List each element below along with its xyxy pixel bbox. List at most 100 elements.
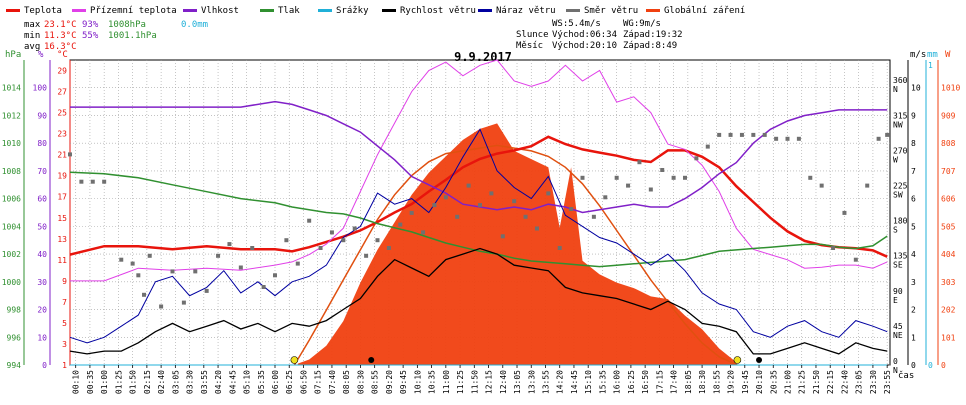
wind-tick-label: 4 — [911, 250, 916, 259]
x-tick-label: 16:00 — [613, 370, 622, 394]
wind-direction-point — [181, 300, 186, 305]
radiation-bands — [293, 123, 738, 366]
legend-swatch-rain — [318, 9, 332, 12]
radiation-tick-label: 808 — [941, 139, 956, 148]
wind-direction-point — [284, 238, 289, 243]
axis-ticks: 00:10 00:35 01:00 01:25 01:50 02:15 02:40 03:05… — [2, 61, 961, 394]
wind-direction-point — [238, 265, 243, 270]
wind-direction-point — [694, 156, 699, 161]
pressure-tick-label: 1012 — [2, 111, 21, 120]
wind-tick-label: 6 — [911, 195, 916, 204]
x-tick-label: 04:20 — [214, 370, 223, 394]
wind-direction-point — [546, 191, 551, 196]
wind-direction-point — [728, 132, 733, 137]
wind-speed-info: WS:5.4m/s — [552, 19, 601, 29]
x-tick-label: 23:30 — [869, 370, 878, 394]
temperature-tick-label: 3 — [62, 340, 67, 349]
x-tick-label: 18:05 — [684, 370, 693, 394]
temperature-tick-label: 7 — [62, 298, 67, 307]
wind-direction-point — [68, 152, 72, 157]
humidity-tick-label: 100 — [33, 84, 48, 93]
legend-swatch-temp — [6, 9, 20, 12]
wind-direction-point — [79, 179, 84, 184]
wind-direction-point — [318, 246, 323, 250]
stats-block: max 23.1°C 93% 1008hPa 0.0mm min 11.3°C … — [24, 20, 208, 52]
rain-axis-unit: mm — [927, 50, 938, 60]
direction-tick-label: 360 — [893, 76, 908, 85]
wind-direction-point — [865, 183, 870, 188]
wind-direction-point — [295, 261, 300, 266]
x-tick-label: 23:05 — [855, 370, 864, 394]
legend-swatch-pressure — [260, 9, 274, 12]
wind-direction-point — [227, 242, 232, 247]
temperature-tick-label: 15 — [57, 214, 67, 223]
direction-tick-label: 135 — [893, 252, 908, 261]
moon-marker — [368, 357, 375, 363]
wind-direction-point — [705, 144, 710, 149]
wind-direction-point — [614, 175, 619, 180]
wind-direction-point — [876, 136, 881, 141]
wind-direction-point — [216, 253, 221, 258]
wind-direction-point — [386, 246, 391, 250]
direction-compass-label: N — [893, 366, 898, 375]
x-tick-label: 03:05 — [171, 370, 180, 394]
wind-direction-point — [398, 222, 403, 227]
wind-direction-point — [130, 261, 135, 266]
series-vlhkost — [70, 100, 888, 214]
legend-swatch-direction — [566, 9, 580, 12]
x-tick-label: 18:30 — [698, 370, 707, 394]
wind-direction-point — [455, 214, 460, 219]
pressure-tick-label: 994 — [7, 361, 22, 370]
moon-marker — [756, 357, 763, 363]
pressure-tick-label: 1006 — [2, 195, 21, 204]
wind-direction-point — [466, 183, 471, 188]
humidity-tick-label: 50 — [37, 222, 47, 231]
wind-direction-point — [671, 175, 676, 180]
wind-direction-point — [421, 230, 426, 235]
direction-tick-label: 0 — [893, 357, 898, 366]
direction-compass-label: NE — [893, 331, 903, 340]
x-tick-label: 11:00 — [442, 370, 451, 394]
x-tick-label: 10:10 — [413, 370, 422, 394]
wind-direction-point — [739, 132, 744, 137]
rain-tick-label: 1 — [928, 61, 933, 70]
wind-direction-point — [352, 226, 357, 231]
humidity-axis-unit: % — [38, 50, 44, 60]
x-tick-label: 01:25 — [114, 370, 123, 394]
wind-axis-unit: m/s — [910, 50, 926, 60]
wind-direction-point — [193, 269, 198, 274]
wind-direction-point — [796, 136, 801, 141]
sun-label: Slunce — [516, 30, 549, 40]
wind-direction-point — [329, 230, 334, 235]
wind-direction-point — [489, 191, 494, 196]
direction-compass-label: W — [893, 155, 898, 164]
stat-min-label: min — [24, 31, 40, 41]
wind-direction-point — [853, 257, 858, 262]
x-tick-label: 07:15 — [314, 370, 323, 394]
temperature-tick-label: 29 — [57, 67, 67, 76]
radiation-tick-label: 303 — [941, 278, 956, 287]
legend-swatch-wind — [382, 9, 396, 12]
x-tick-label: 06:00 — [271, 370, 280, 394]
humidity-tick-label: 90 — [37, 111, 47, 120]
wind-direction-point — [341, 238, 346, 243]
wind-direction-points — [68, 132, 890, 309]
legend-swatch-ground — [72, 9, 86, 12]
temperature-axis-unit: °C — [57, 50, 68, 60]
x-tick-label: 12:15 — [485, 370, 494, 394]
wind-tick-label: 9 — [911, 111, 916, 120]
humidity-tick-label: 60 — [37, 195, 47, 204]
x-tick-label: 20:10 — [755, 370, 764, 394]
wind-tick-label: 3 — [911, 278, 916, 287]
x-tick-label: 00:10 — [72, 370, 81, 394]
wind-direction-point — [432, 203, 437, 208]
temperature-tick-label: 5 — [62, 319, 67, 328]
series-lines — [69, 59, 888, 366]
direction-compass-label: NW — [893, 120, 903, 129]
legend-label-rain: Srážky — [336, 6, 369, 16]
legend-label-pressure: Tlak — [278, 6, 300, 16]
x-tick-label: 21:00 — [784, 370, 793, 394]
direction-tick-label: 315 — [893, 111, 908, 120]
wind-direction-point — [512, 199, 517, 204]
wind-direction-point — [603, 195, 608, 200]
